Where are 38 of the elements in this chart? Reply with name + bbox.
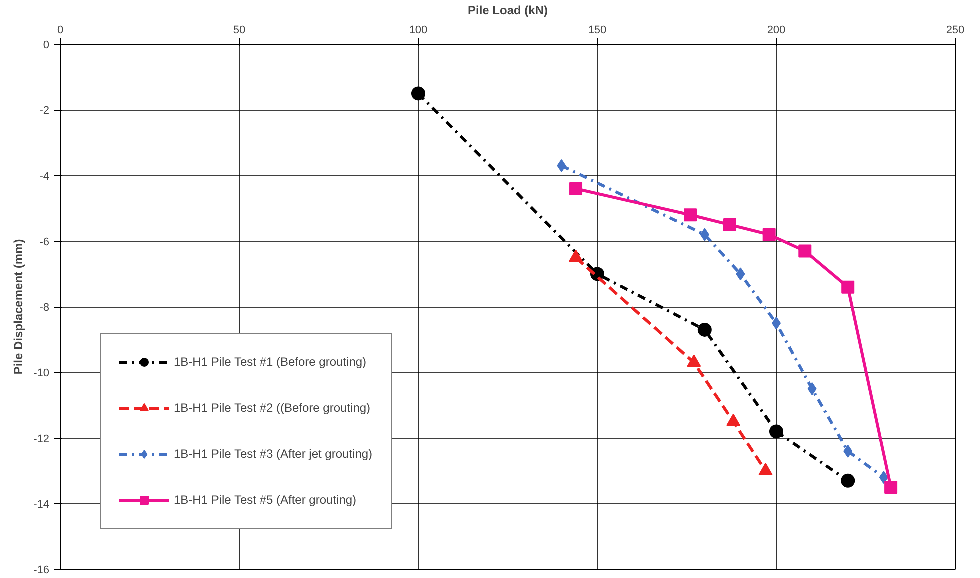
point bbox=[798, 244, 812, 258]
point bbox=[700, 228, 710, 242]
y-tick-label: -16 bbox=[34, 564, 50, 576]
y-tick-label: -6 bbox=[40, 236, 50, 248]
y-tick-label: -2 bbox=[40, 105, 50, 118]
x-axis-title: Pile Load (kN) bbox=[468, 4, 548, 18]
point bbox=[762, 228, 776, 242]
x-tick-label: 250 bbox=[946, 24, 965, 36]
x-tick-label: 150 bbox=[588, 24, 607, 36]
point bbox=[842, 280, 855, 294]
y-tick-label: -12 bbox=[34, 433, 50, 446]
y-tick-label: -10 bbox=[34, 368, 50, 380]
point bbox=[770, 424, 784, 439]
legend-label: 1B-H1 Pile Test #5 (After grouting) bbox=[174, 493, 357, 507]
y-axis-title: Pile Displacement (mm) bbox=[12, 239, 26, 375]
point bbox=[570, 182, 583, 196]
point bbox=[879, 471, 888, 484]
y-tick-label: -14 bbox=[34, 498, 50, 511]
x-tick-label: 100 bbox=[409, 24, 428, 36]
point bbox=[844, 444, 853, 458]
point bbox=[412, 86, 426, 101]
y-tick-label: 0 bbox=[43, 40, 50, 52]
point bbox=[736, 268, 746, 281]
x-tick-label: 200 bbox=[767, 24, 786, 36]
point bbox=[684, 208, 698, 222]
point bbox=[841, 474, 856, 488]
legend-label: 1B-H1 Pile Test #3 (After jet grouting) bbox=[174, 447, 373, 461]
point bbox=[808, 382, 817, 396]
point bbox=[884, 480, 898, 494]
point bbox=[698, 322, 712, 337]
y-tick-label: -8 bbox=[40, 302, 50, 314]
point bbox=[723, 218, 736, 232]
legend-label: 1B-H1 Pile Test #1 (Before grouting) bbox=[174, 355, 367, 369]
x-tick-label: 50 bbox=[233, 24, 246, 36]
point bbox=[557, 159, 566, 172]
y-tick-label: -4 bbox=[40, 170, 50, 183]
legend-label: 1B-H1 Pile Test #2 ((Before grouting) bbox=[174, 401, 371, 415]
x-tick-label: 0 bbox=[57, 24, 64, 36]
